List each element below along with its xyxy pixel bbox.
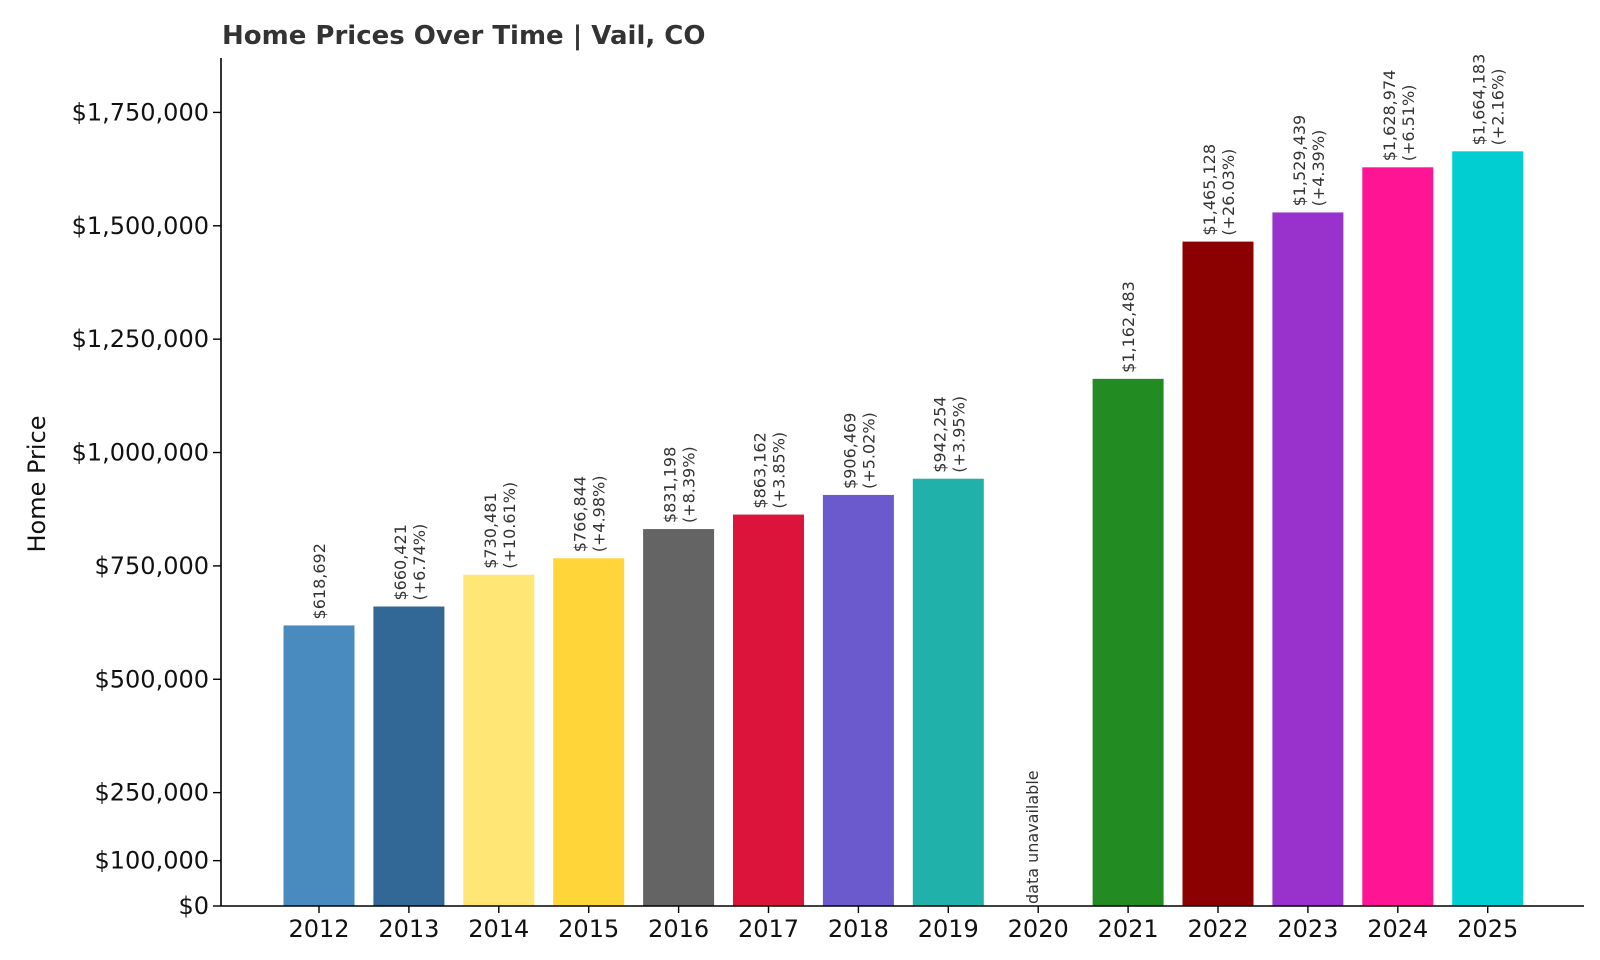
x-tick-label: 2015 <box>558 915 619 943</box>
y-tick-label: $1,750,000 <box>72 98 209 126</box>
y-ticks-group: $0 $100,000 $250,000 $500,000 $750,000 $1,000… <box>72 98 221 920</box>
value-label-2012: $618,692 <box>310 543 329 619</box>
y-tick-label: $250,000 <box>94 779 209 807</box>
bar-2016 <box>643 529 715 906</box>
y-axis-label: Home Price <box>23 415 51 552</box>
x-tick-label: 2016 <box>648 915 709 943</box>
change-label-2015: (+4.98%) <box>590 476 609 553</box>
x-tick-label: 2021 <box>1098 915 1159 943</box>
value-label-2024: $1,628,974 <box>1380 70 1399 162</box>
missing-data-label: data unavailable <box>1023 770 1042 904</box>
y-tick-label: $0 <box>178 892 209 920</box>
bar-2013 <box>373 606 445 906</box>
bar-2025 <box>1452 151 1524 906</box>
bar-2019 <box>912 478 984 906</box>
value-label-2023: $1,529,439 <box>1290 115 1309 207</box>
x-tick-label: 2025 <box>1457 915 1518 943</box>
bars-group <box>283 151 1524 906</box>
y-tick-label: $100,000 <box>94 847 209 875</box>
y-tick-label: $500,000 <box>94 665 209 693</box>
chart-title: Home Prices Over Time | Vail, CO <box>222 21 705 51</box>
x-tick-label: 2017 <box>738 915 799 943</box>
value-label-2022: $1,465,128 <box>1200 144 1219 236</box>
y-tick-label: $1,000,000 <box>72 439 209 467</box>
bar-2015 <box>553 558 625 906</box>
bar-2018 <box>822 494 894 906</box>
value-label-2025: $1,664,183 <box>1470 54 1489 146</box>
y-tick-label: $1,500,000 <box>72 212 209 240</box>
value-label-2014: $730,481 <box>481 492 500 568</box>
change-label-2013: (+6.74%) <box>410 524 429 601</box>
change-label-2024: (+6.51%) <box>1399 85 1418 162</box>
value-label-2017: $863,162 <box>751 432 770 508</box>
value-label-2019: $942,254 <box>930 396 949 472</box>
x-tick-label: 2022 <box>1187 915 1248 943</box>
x-tick-label: 2012 <box>288 915 349 943</box>
bar-2017 <box>733 514 804 906</box>
value-label-2021: $1,162,483 <box>1119 281 1138 373</box>
x-tick-label: 2014 <box>468 915 529 943</box>
value-label-2016: $831,198 <box>661 447 680 523</box>
x-tick-label: 2020 <box>1008 915 1069 943</box>
change-label-2018: (+5.02%) <box>859 412 878 489</box>
change-label-2016: (+8.39%) <box>680 446 699 523</box>
change-label-2022: (+26.03%) <box>1219 149 1238 236</box>
change-label-2017: (+3.85%) <box>770 432 789 509</box>
change-label-2023: (+4.39%) <box>1309 130 1328 207</box>
x-tick-label: 2018 <box>828 915 889 943</box>
value-label-2013: $660,421 <box>391 524 410 600</box>
x-ticks-group: 2012 2013 2014 2015 2016 2017 2018 2019 2020 2021… <box>288 906 1518 943</box>
value-label-2018: $906,469 <box>840 413 859 489</box>
bar-2014 <box>463 574 535 906</box>
x-tick-label: 2023 <box>1277 915 1338 943</box>
x-tick-label: 2024 <box>1367 915 1428 943</box>
bar-2022 <box>1182 241 1254 906</box>
x-tick-label: 2019 <box>918 915 979 943</box>
bar-2023 <box>1272 212 1344 906</box>
bar-2021 <box>1092 378 1164 906</box>
x-tick-label: 2013 <box>378 915 439 943</box>
change-label-2025: (+2.16%) <box>1489 69 1508 146</box>
bar-2012 <box>283 625 355 906</box>
change-label-2014: (+10.61%) <box>500 482 519 569</box>
value-label-2015: $766,844 <box>571 476 590 552</box>
bar-2024 <box>1362 167 1434 906</box>
y-tick-label: $750,000 <box>94 552 209 580</box>
data-labels-group: $618,692 $660,421 (+6.74%) $730,481 (+10.61%… <box>310 54 1508 904</box>
change-label-2019: (+3.95%) <box>949 396 968 473</box>
y-tick-label: $1,250,000 <box>72 325 209 353</box>
